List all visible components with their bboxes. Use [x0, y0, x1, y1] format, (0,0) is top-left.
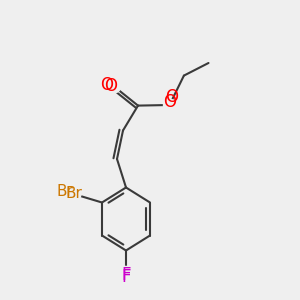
Text: F: F	[121, 268, 131, 286]
Text: O: O	[163, 93, 176, 111]
Text: O: O	[165, 88, 178, 106]
Circle shape	[107, 80, 121, 93]
Text: Br: Br	[57, 184, 74, 200]
Circle shape	[119, 266, 133, 280]
Text: Br: Br	[65, 186, 82, 201]
Circle shape	[63, 184, 81, 202]
Circle shape	[164, 99, 175, 111]
Text: O: O	[104, 77, 118, 95]
Text: F: F	[121, 266, 131, 284]
Text: O: O	[100, 76, 113, 94]
